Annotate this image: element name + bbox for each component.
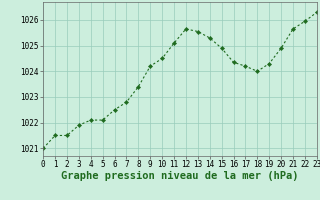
X-axis label: Graphe pression niveau de la mer (hPa): Graphe pression niveau de la mer (hPa) xyxy=(61,171,299,181)
